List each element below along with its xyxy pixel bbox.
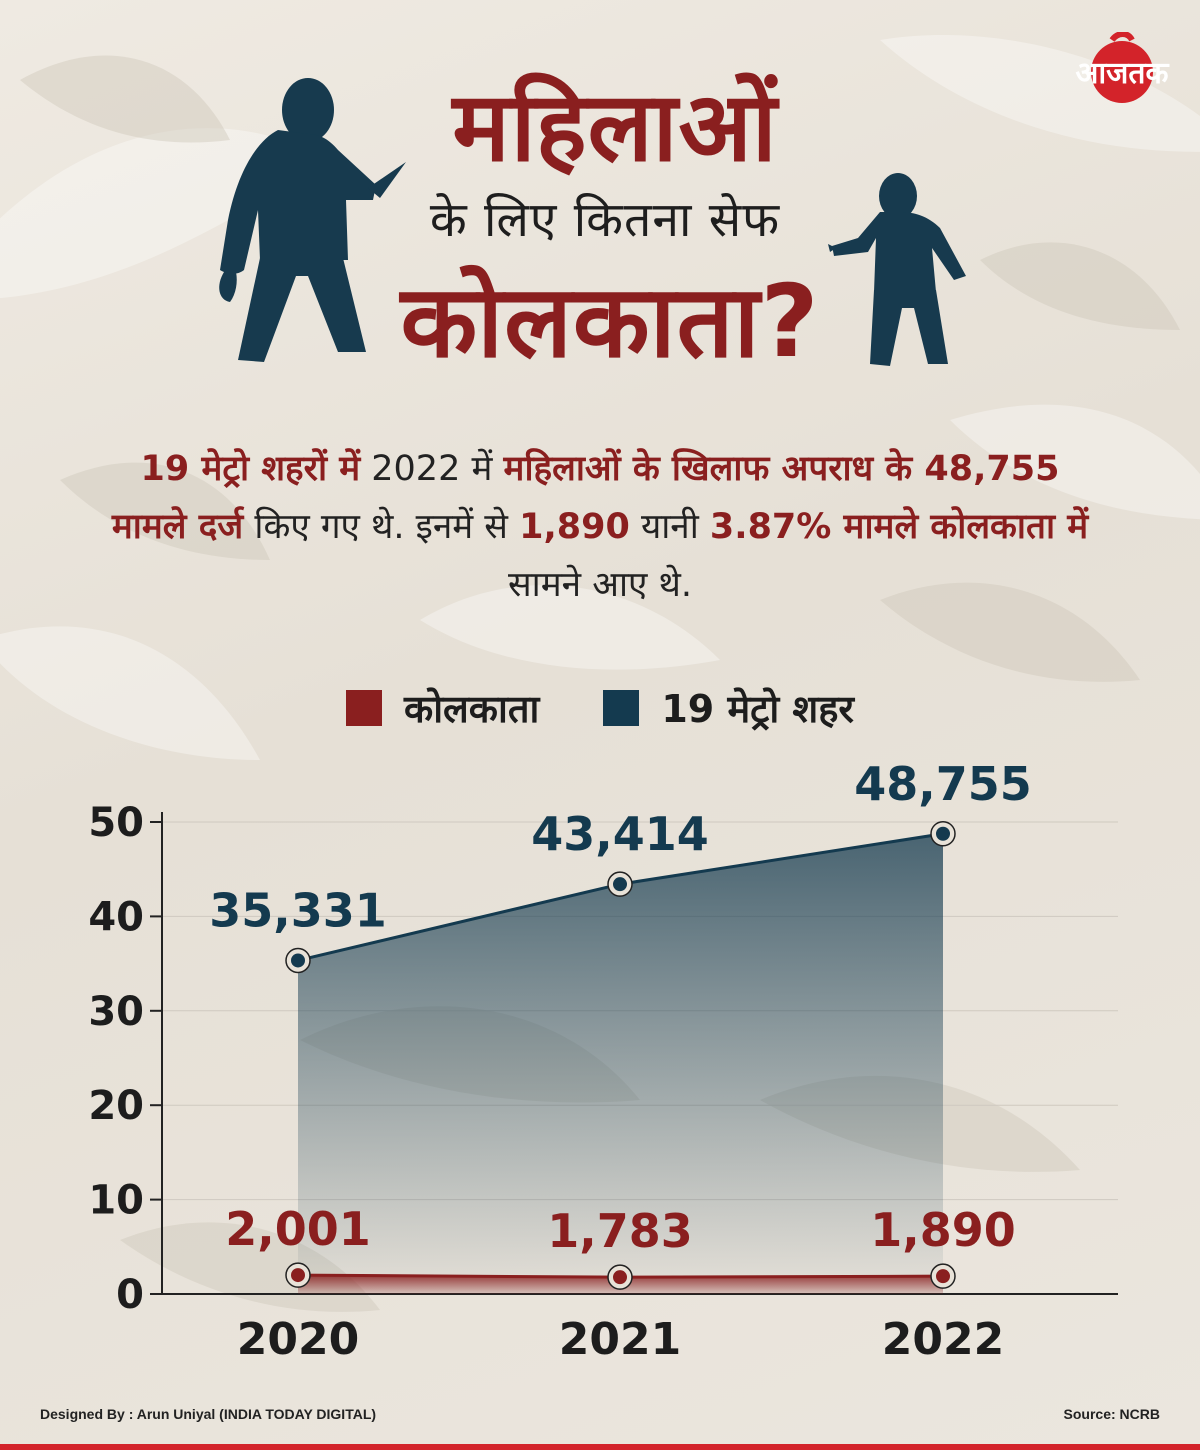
right-hooded-figure-icon <box>828 173 966 366</box>
designer-credit: Designed By : Arun Uniyal (INDIA TODAY D… <box>40 1406 377 1422</box>
y-tick-label: 20 <box>88 1083 144 1129</box>
data-point <box>613 1270 627 1285</box>
legend-label-metro: 19 मेट्रो शहर <box>661 687 854 731</box>
summary-text: यानी <box>629 507 710 547</box>
title-line-1: महिलाओं <box>452 71 778 183</box>
summary-highlight: महिलाओं के खिलाफ अपराध के 48,755 मामले द… <box>111 449 1060 547</box>
source-credit: Source: NCRB <box>1063 1406 1160 1422</box>
svg-text:आजतक: आजतक <box>1075 56 1169 91</box>
y-tick-label: 10 <box>88 1178 144 1224</box>
data-label: 2,001 <box>225 1202 371 1256</box>
x-tick-label: 2020 <box>237 1314 359 1365</box>
x-tick-label: 2022 <box>882 1314 1004 1365</box>
summary-highlight: 3.87% मामले कोलकाता में <box>709 507 1089 547</box>
summary-text: सामने आए थे. <box>508 565 692 605</box>
data-point <box>936 1269 950 1284</box>
y-tick-label: 40 <box>88 894 144 940</box>
legend-label-kolkata: कोलकाता <box>404 687 540 731</box>
y-tick-label: 30 <box>88 989 144 1035</box>
legend-swatch-kolkata <box>346 690 383 726</box>
crime-area-chart: 0 10 20 30 40 50 35,331 43,414 48,755 2,001 1,783 1… <box>88 760 1118 1365</box>
legend-item-metro: 19 मेट्रो शहर <box>603 682 854 734</box>
y-tick-label: 50 <box>88 800 144 846</box>
summary-text: 2022 में <box>360 449 504 489</box>
summary-paragraph: 19 मेट्रो शहरों में 2022 में महिलाओं के … <box>110 440 1090 614</box>
summary-text: किए गए थे. इनमें से <box>243 507 520 547</box>
summary-highlight: 19 मेट्रो शहरों में <box>140 449 361 489</box>
data-label: 1,783 <box>547 1204 693 1258</box>
chart-legend: कोलकाता 19 मेट्रो शहर <box>0 682 1200 734</box>
title-line-3: कोलकाता? <box>400 263 820 380</box>
footer-red-line <box>0 1444 1200 1450</box>
data-label: 1,890 <box>870 1203 1016 1257</box>
legend-item-kolkata: कोलकाता <box>346 682 539 734</box>
title-line-2: के लिए कितना सेफ <box>429 192 781 248</box>
summary-highlight: 1,890 <box>519 507 630 547</box>
data-label: 48,755 <box>854 760 1032 811</box>
legend-swatch-metro <box>603 690 640 726</box>
x-tick-label: 2021 <box>559 1314 681 1365</box>
series-area-1 <box>298 833 943 1294</box>
data-point <box>936 826 950 841</box>
data-point <box>613 877 627 892</box>
y-tick-label: 0 <box>116 1272 144 1318</box>
data-point <box>291 953 305 968</box>
left-hooded-figure-icon <box>219 78 406 362</box>
data-label: 35,331 <box>209 883 387 937</box>
aajtak-logo: आजतक <box>1075 32 1169 103</box>
data-point <box>291 1268 305 1283</box>
data-label: 43,414 <box>531 807 709 861</box>
